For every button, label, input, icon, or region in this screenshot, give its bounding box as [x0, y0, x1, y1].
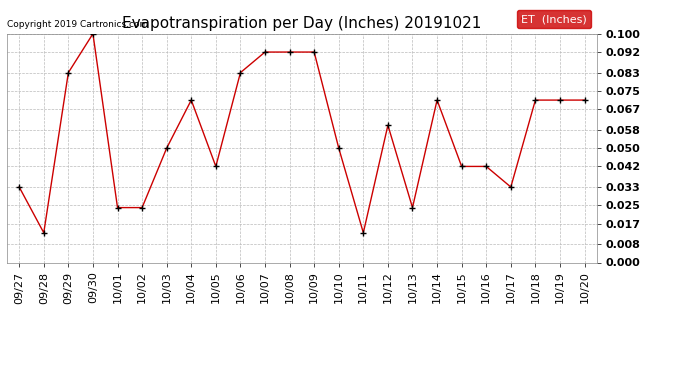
Title: Evapotranspiration per Day (Inches) 20191021: Evapotranspiration per Day (Inches) 2019…: [122, 16, 482, 31]
Legend: ET  (Inches): ET (Inches): [517, 10, 591, 28]
Text: Copyright 2019 Cartronics.com: Copyright 2019 Cartronics.com: [7, 20, 148, 29]
